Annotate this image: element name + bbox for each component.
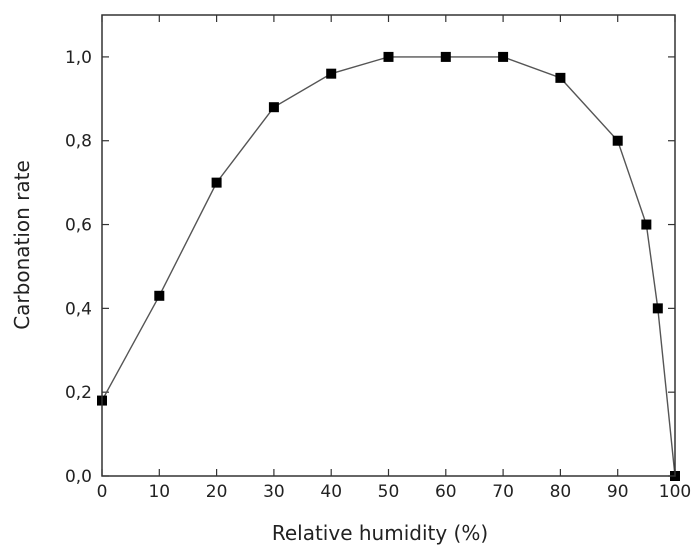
x-tick-label: 80 — [550, 482, 572, 502]
data-point-marker — [498, 51, 509, 62]
x-tick-label: 30 — [263, 482, 285, 502]
data-point-marker — [641, 219, 652, 230]
labels-layer: 0 10 20 30 40 50 60 70 80 90 100 0,0 0,2 0,4 0,6 0,8 1,0 — [65, 48, 691, 502]
y-axis-title: Carbonation rate — [10, 160, 34, 330]
x-tick-label: 70 — [492, 482, 514, 502]
y-tick-label: 0,8 — [65, 132, 92, 152]
series-layer — [97, 51, 680, 481]
x-tick-label: 20 — [206, 482, 228, 502]
data-point-marker — [326, 68, 337, 79]
data-point-marker — [154, 290, 165, 301]
y-tick-label: 0,0 — [65, 467, 92, 487]
ticks-layer — [101, 15, 676, 477]
x-tick-label: 50 — [378, 482, 400, 502]
x-tick-label: 0 — [97, 482, 108, 502]
data-point-marker — [555, 72, 566, 83]
plot-frame — [101, 14, 676, 477]
x-tick-label: 60 — [435, 482, 457, 502]
x-tick-label: 10 — [148, 482, 170, 502]
data-point-marker — [612, 135, 623, 146]
x-tick-label: 40 — [320, 482, 342, 502]
x-tick-label: 90 — [607, 482, 629, 502]
data-point-marker — [268, 102, 279, 113]
data-point-marker — [652, 303, 663, 314]
x-tick-label: 100 — [659, 482, 691, 502]
x-axis-title: Relative humidity (%) — [272, 521, 488, 545]
data-point-marker — [383, 51, 394, 62]
y-tick-label: 0,2 — [65, 383, 92, 403]
data-point-marker — [440, 51, 451, 62]
data-point-marker — [211, 177, 222, 188]
series-line — [101, 56, 676, 477]
y-tick-label: 0,4 — [65, 299, 92, 319]
y-tick-label: 1,0 — [65, 48, 92, 68]
y-tick-label: 0,6 — [65, 216, 92, 236]
